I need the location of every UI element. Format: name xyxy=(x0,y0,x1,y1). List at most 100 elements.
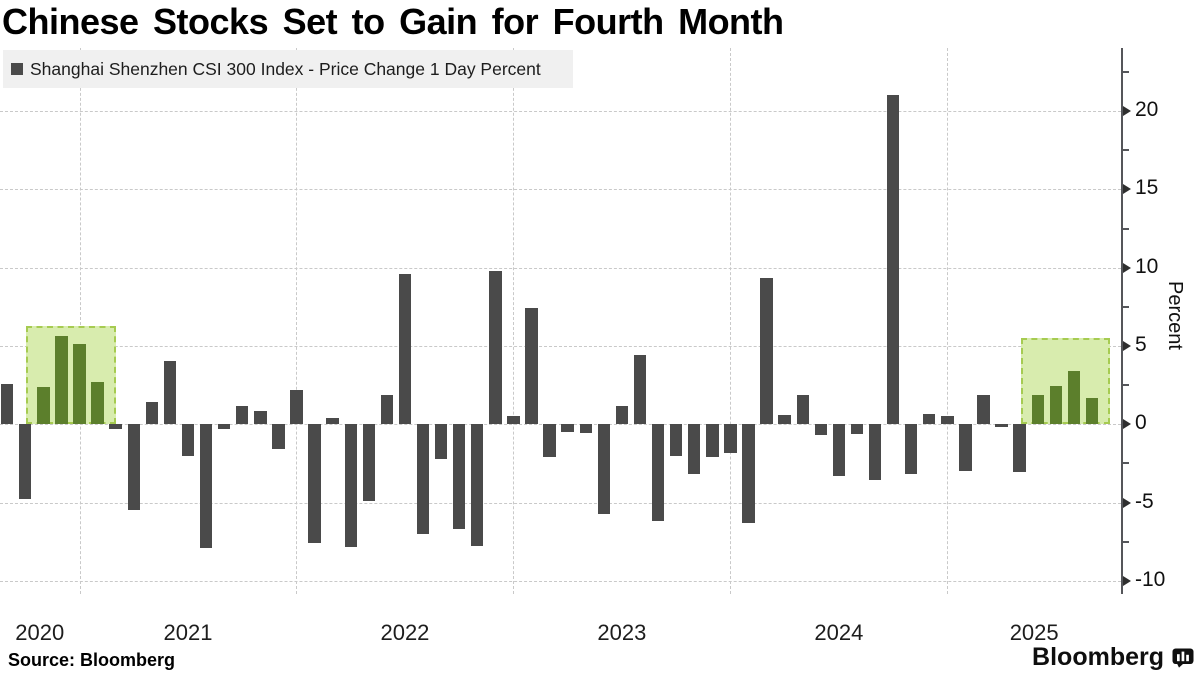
year-label: 2025 xyxy=(1009,620,1059,645)
bar xyxy=(308,424,321,544)
bar xyxy=(778,414,791,425)
year-gridline xyxy=(730,48,732,594)
bar xyxy=(959,424,972,472)
year-label: 2021 xyxy=(163,620,213,645)
bar xyxy=(199,424,213,548)
bar xyxy=(923,414,936,425)
bar xyxy=(742,424,755,523)
bar xyxy=(181,424,195,456)
bar xyxy=(760,277,773,425)
bloomberg-wordmark: Bloomberg xyxy=(1032,643,1164,671)
bar xyxy=(290,389,303,425)
bar xyxy=(724,424,737,454)
highlight-bar xyxy=(55,335,68,425)
highlight-bar xyxy=(91,382,104,425)
bar xyxy=(543,424,556,458)
bar xyxy=(453,424,466,530)
bar xyxy=(977,394,990,425)
bar xyxy=(706,424,719,458)
bar xyxy=(19,424,32,499)
bar xyxy=(145,401,159,425)
year-gridline xyxy=(296,48,298,594)
y-minor-tick xyxy=(1123,540,1129,543)
bar xyxy=(127,424,140,510)
bar xyxy=(905,424,918,475)
bar xyxy=(995,424,1008,427)
y-major-tick-icon xyxy=(1123,262,1131,273)
y-major-tick-icon xyxy=(1123,341,1131,351)
y-major-tick-icon xyxy=(1123,184,1131,195)
y-gridline xyxy=(0,346,1121,347)
highlight-bar xyxy=(1049,385,1063,425)
y-gridline xyxy=(0,502,1121,504)
bar xyxy=(434,424,448,459)
bar xyxy=(416,424,430,534)
bar xyxy=(507,416,520,425)
y-gridline xyxy=(0,580,1121,582)
bar xyxy=(254,410,267,425)
y-tick-label: 0 xyxy=(1135,411,1147,435)
y-axis-line xyxy=(1121,48,1123,594)
bar xyxy=(615,406,629,425)
bar xyxy=(163,360,177,425)
bar xyxy=(579,424,592,433)
bar xyxy=(344,424,357,548)
y-tick-label: 10 xyxy=(1135,254,1159,278)
bar xyxy=(651,424,665,522)
y-tick-label: -5 xyxy=(1135,489,1154,513)
bar xyxy=(597,424,611,514)
bar xyxy=(796,395,809,425)
bloomberg-logo-icon xyxy=(1172,648,1194,668)
highlight-bar xyxy=(1067,371,1081,425)
year-gridline xyxy=(947,48,949,594)
bar xyxy=(489,270,502,425)
legend: Shanghai Shenzhen CSI 300 Index - Price … xyxy=(3,50,573,88)
bar xyxy=(217,424,231,429)
bar xyxy=(1,383,14,425)
bar xyxy=(688,424,701,475)
source-credit: Source: Bloomberg xyxy=(8,650,176,670)
bar xyxy=(832,424,846,476)
y-major-tick-icon xyxy=(1123,575,1131,586)
bar xyxy=(362,424,375,502)
legend-label: Shanghai Shenzhen CSI 300 Index - Price … xyxy=(30,58,541,79)
bar xyxy=(1013,424,1026,473)
bar xyxy=(669,424,683,456)
y-minor-tick xyxy=(1123,462,1129,465)
y-tick-label: 15 xyxy=(1135,176,1159,200)
bar xyxy=(236,405,249,425)
bar xyxy=(561,424,574,433)
highlight-bar xyxy=(37,387,50,425)
year-label: 2024 xyxy=(814,620,864,645)
y-minor-tick xyxy=(1123,70,1129,73)
bar xyxy=(398,273,412,425)
year-gridline xyxy=(79,48,81,594)
bar xyxy=(941,416,954,425)
highlight-bar xyxy=(1031,395,1044,425)
highlight-bar xyxy=(73,344,86,425)
y-minor-tick xyxy=(1123,149,1129,152)
page-title: Chinese Stocks Set to Gain for Fourth Mo… xyxy=(2,1,784,42)
bloomberg-branding: Bloomberg xyxy=(1032,643,1194,672)
bar xyxy=(525,308,538,425)
y-minor-tick xyxy=(1123,384,1129,387)
bar xyxy=(814,424,827,436)
y-axis-title: Percent xyxy=(1164,281,1186,350)
y-major-tick-icon xyxy=(1123,419,1131,430)
y-minor-tick xyxy=(1123,227,1129,230)
year-gridline xyxy=(513,48,515,594)
bar xyxy=(109,424,122,429)
y-gridline xyxy=(0,424,1121,426)
y-gridline xyxy=(0,267,1121,269)
bar xyxy=(326,418,339,425)
highlight-bar xyxy=(1085,397,1099,425)
y-tick-label: 5 xyxy=(1135,333,1147,357)
legend-swatch-icon xyxy=(11,63,23,75)
bar xyxy=(380,395,394,425)
y-major-tick-icon xyxy=(1123,106,1131,117)
y-minor-tick xyxy=(1123,305,1129,308)
year-label: 2023 xyxy=(597,620,647,645)
year-label: 2020 xyxy=(15,620,65,645)
